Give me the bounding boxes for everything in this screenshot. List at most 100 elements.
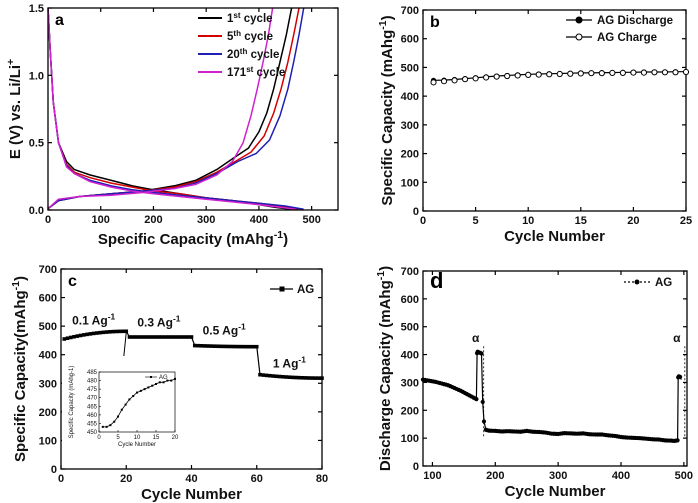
y-axis-label-text: Specific Capacity(mAhg (12, 290, 29, 462)
y-axis-label-end: ) (12, 276, 29, 281)
rate-point (199, 343, 204, 348)
rate-point (228, 344, 233, 349)
rate-point (183, 335, 187, 339)
current-density-text: 0.3 Ag (137, 316, 173, 330)
rate-point (212, 344, 217, 348)
charge-point (472, 75, 479, 82)
x-tick-label: 100 (423, 470, 441, 482)
legend-marker (279, 286, 285, 292)
inset-x-tick-label: 5 (116, 435, 120, 441)
x-tick-label: 500 (302, 214, 320, 226)
discharge-point (677, 374, 683, 379)
x-axis-label-sup: -1 (274, 229, 283, 241)
inset-y-label: Specific Capacity (mAhg-1) (69, 366, 75, 439)
y-tick-label: 300 (39, 378, 57, 390)
rate-point (95, 331, 99, 335)
x-tick-label: 400 (250, 214, 268, 226)
rate-point (232, 344, 236, 349)
panel-letter: a (55, 12, 64, 29)
rate-point (176, 335, 181, 339)
x-tick-label: 10 (522, 215, 534, 227)
rate-point (173, 335, 177, 339)
inset-point (136, 391, 138, 394)
rate-point (170, 335, 174, 339)
y-tick-label: 500 (401, 322, 419, 334)
legend-marker (634, 279, 640, 285)
y-tick-label: 200 (401, 149, 419, 161)
legend-label: AG (655, 277, 672, 289)
rate-point (98, 330, 102, 335)
legend-rest: cycle (241, 13, 273, 25)
inset-point (117, 415, 119, 418)
rate-point (294, 375, 298, 380)
inset-point (151, 384, 154, 387)
alpha-label: α (673, 331, 681, 345)
x-axis-label: Specific Capacity (mAhg-1) (98, 229, 288, 248)
rate-point (303, 376, 308, 380)
x-tick-label: 40 (185, 473, 197, 485)
y-tick-label: 1.0 (29, 70, 44, 82)
discharge-point (479, 351, 484, 356)
rate-point (281, 374, 285, 379)
x-axis-label: Cycle Number (505, 483, 606, 500)
panel-a: 0 100 200 300 400 500 0.0 0.5 1.0 1.5 Specific Cap… (5, 3, 339, 248)
inset-x-tick-label: 0 (97, 435, 101, 441)
x-tick-label: 500 (675, 470, 693, 482)
legend-label-5: 5th cycle (227, 29, 273, 44)
x-tick-label: 0 (58, 473, 64, 485)
rate-point (127, 335, 132, 339)
legend-label-171: 171st cycle (227, 65, 285, 80)
legend-label: AG Discharge (597, 15, 673, 27)
discharge-point (480, 399, 485, 405)
y-axis-label: Specific Capacity (mAhg-1) (377, 15, 396, 205)
inset-point (101, 425, 104, 428)
legend-label-1: 1st cycle (227, 11, 273, 26)
y-tick-label: 0.0 (29, 205, 44, 217)
panel-letter: d (430, 268, 443, 293)
current-density-text: 0.5 Ag (203, 324, 239, 338)
rate-point (238, 344, 243, 349)
inset-point (166, 379, 169, 382)
charge-point (535, 71, 542, 78)
legend-num: 20 (227, 49, 240, 61)
x-tick-label: 0 (45, 214, 51, 226)
y-tick-label: 600 (39, 293, 57, 305)
current-density-label: 0.1 Ag-1 (72, 312, 115, 328)
rate-point (248, 344, 253, 349)
y-axis-label-text: E (V) vs. Li/Li (7, 65, 24, 159)
legend-num: 5 (227, 31, 234, 43)
rate-point (225, 344, 230, 349)
rate-point (114, 329, 119, 334)
rate-point (274, 374, 279, 379)
charge-point (651, 69, 658, 76)
y-axis-label-sup: + (5, 59, 17, 65)
x-tick-label: 400 (612, 470, 630, 482)
charge-point (682, 68, 690, 76)
legend-marker (575, 33, 583, 41)
rate-point (144, 335, 148, 339)
charge-point (440, 78, 448, 85)
rate-point (313, 376, 318, 380)
y-tick-label: 200 (401, 405, 419, 417)
y-tick-label: 500 (39, 321, 57, 333)
inset-point (113, 420, 116, 423)
inset-point (139, 389, 142, 392)
y-tick-label: 0.5 (29, 138, 44, 150)
legend-rest: cycle (241, 31, 273, 43)
rate-point (121, 329, 125, 334)
y-tick-label: 100 (39, 435, 57, 447)
legend-sup: st (233, 11, 240, 20)
x-axis-label-text: Cycle Number (504, 228, 605, 245)
rate-point (290, 375, 295, 380)
rate-point (186, 335, 191, 339)
y-axis-label: Specific Capacity(mAhg-1) (10, 276, 29, 462)
y-axis-label-sup: -1 (377, 20, 389, 29)
inset-y-tick-label: 460 (87, 413, 98, 419)
rate-point (91, 331, 96, 336)
inset-y-tick-label: 450 (87, 430, 98, 436)
rate-point (108, 330, 112, 334)
charge-point (619, 69, 626, 76)
charge-point (430, 79, 437, 86)
inset-y-tick-label: 465 (87, 404, 98, 410)
rate-point (206, 344, 210, 348)
